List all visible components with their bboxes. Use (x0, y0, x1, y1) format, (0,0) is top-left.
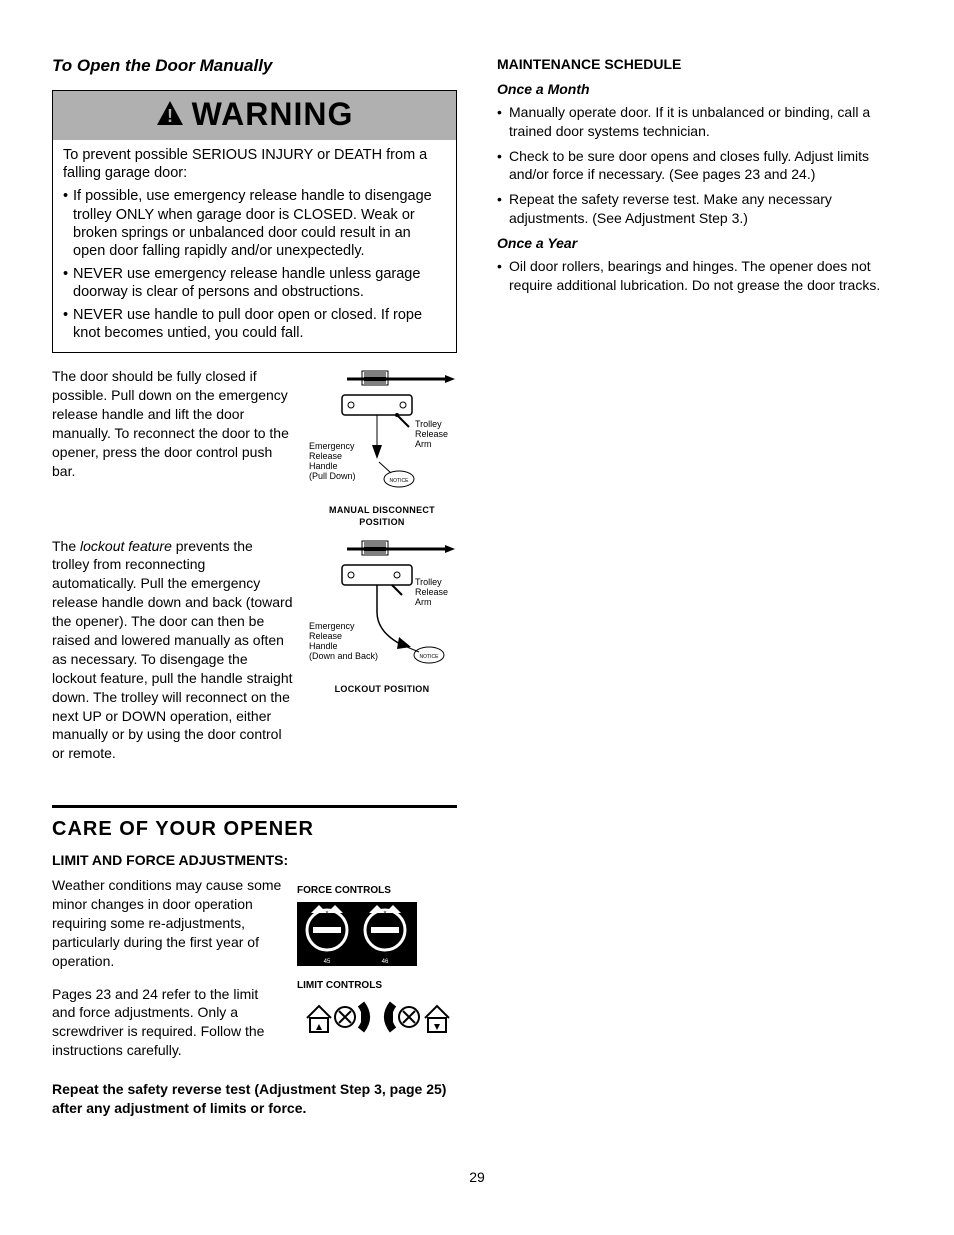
para1-row: The door should be fully closed if possi… (52, 367, 457, 528)
svg-text:46: 46 (382, 959, 389, 965)
right-column: MAINTENANCE SCHEDULE Once a Month Manual… (497, 55, 902, 1118)
para2-pre: The (52, 538, 80, 554)
care-subhead: LIMIT AND FORCE ADJUSTMENTS: (52, 851, 457, 870)
svg-text:EmergencyReleaseHandle(Down an: EmergencyReleaseHandle(Down and Back) (309, 621, 378, 661)
month-list: Manually operate door. If it is unbalanc… (497, 103, 902, 228)
warning-item: If possible, use emergency release handl… (63, 187, 446, 260)
care-para2: Pages 23 and 24 refer to the limit and f… (52, 985, 283, 1061)
two-column-layout: To Open the Door Manually ! WARNING To p… (52, 55, 902, 1118)
svg-text:TrolleyReleaseArm: TrolleyReleaseArm (415, 419, 448, 449)
care-para1: Weather conditions may cause some minor … (52, 876, 283, 970)
diagram-manual-disconnect: NOTICE TrolleyReleaseArm EmergencyReleas… (307, 367, 457, 528)
limit-controls-label: LIMIT CONTROLS (297, 979, 457, 993)
controls-diagrams: FORCE CONTROLS 45 4 (297, 876, 457, 1074)
care-title: CARE OF YOUR OPENER (52, 816, 457, 843)
svg-text:45: 45 (324, 959, 331, 965)
open-manually-title: To Open the Door Manually (52, 55, 457, 78)
force-controls-diagram: 45 46 (297, 902, 417, 966)
svg-text:TrolleyReleaseArm: TrolleyReleaseArm (415, 577, 448, 607)
left-column: To Open the Door Manually ! WARNING To p… (52, 55, 457, 1118)
once-a-year-head: Once a Year (497, 234, 902, 253)
warning-item: NEVER use handle to pull door open or cl… (63, 306, 446, 342)
para2: The lockout feature prevents the trolley… (52, 537, 293, 764)
list-item: Repeat the safety reverse test. Make any… (497, 190, 902, 228)
svg-text:NOTICE: NOTICE (420, 654, 440, 660)
page-number: 29 (52, 1168, 902, 1187)
section-divider (52, 805, 457, 808)
force-controls-label: FORCE CONTROLS (297, 884, 457, 898)
list-item: Oil door rollers, bearings and hinges. T… (497, 257, 902, 295)
diagram-lockout: NOTICE TrolleyReleaseArm EmergencyReleas… (307, 537, 457, 778)
once-a-month-head: Once a Month (497, 80, 902, 99)
warning-box: ! WARNING To prevent possible SERIOUS IN… (52, 90, 457, 353)
year-list: Oil door rollers, bearings and hinges. T… (497, 257, 902, 295)
para2-italic: lockout feature (80, 538, 172, 554)
diagram2-caption: LOCKOUT POSITION (307, 683, 457, 695)
warning-header-text: WARNING (192, 93, 354, 136)
warning-triangle-icon: ! (156, 100, 184, 130)
warning-intro: To prevent possible SERIOUS INJURY or DE… (63, 146, 446, 182)
list-item: Check to be sure door opens and closes f… (497, 147, 902, 185)
warning-item: NEVER use emergency release handle unles… (63, 265, 446, 301)
limit-controls-diagram (297, 996, 457, 1038)
svg-text:!: ! (167, 106, 173, 126)
svg-text:EmergencyReleaseHandle(Pull Do: EmergencyReleaseHandle(Pull Down) (309, 441, 356, 481)
para1: The door should be fully closed if possi… (52, 367, 293, 514)
diagram1-caption: MANUAL DISCONNECT POSITION (307, 504, 457, 528)
maintenance-title: MAINTENANCE SCHEDULE (497, 55, 902, 74)
warning-body: To prevent possible SERIOUS INJURY or DE… (53, 140, 456, 352)
para2-row: The lockout feature prevents the trolley… (52, 537, 457, 778)
list-item: Manually operate door. If it is unbalanc… (497, 103, 902, 141)
para2-post: prevents the trolley from reconnecting a… (52, 538, 293, 762)
care-bold-note: Repeat the safety reverse test (Adjustme… (52, 1080, 457, 1118)
warning-header: ! WARNING (53, 91, 456, 140)
care-row: Weather conditions may cause some minor … (52, 876, 457, 1074)
notice-badge: NOTICE (390, 478, 410, 484)
